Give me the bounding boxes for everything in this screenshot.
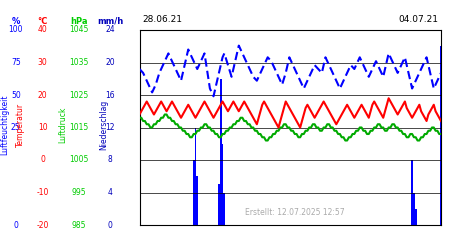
Text: -10: -10 (36, 188, 49, 197)
Text: 1045: 1045 (69, 26, 89, 35)
Text: Erstellt: 12.07.2025 12:57: Erstellt: 12.07.2025 12:57 (245, 208, 345, 217)
Text: 100: 100 (9, 26, 23, 35)
Text: 1015: 1015 (69, 123, 88, 132)
Bar (224, 192, 225, 225)
Text: 20: 20 (105, 58, 115, 67)
Bar (440, 46, 442, 225)
Text: 995: 995 (72, 188, 86, 197)
Text: Niederschlag: Niederschlag (99, 100, 108, 150)
Text: Luftfeuchtigkeit: Luftfeuchtigkeit (0, 95, 9, 155)
Bar (196, 176, 198, 225)
Text: Temperatur: Temperatur (16, 103, 25, 147)
Text: 0: 0 (40, 156, 45, 164)
Text: 0: 0 (14, 220, 18, 230)
Bar (222, 144, 224, 225)
Text: 20: 20 (38, 90, 48, 100)
Text: Luftdruck: Luftdruck (58, 107, 68, 143)
Bar (220, 79, 222, 225)
Text: 04.07.21: 04.07.21 (398, 15, 438, 24)
Text: hPa: hPa (70, 17, 87, 26)
Text: 1005: 1005 (69, 156, 89, 164)
Text: 24: 24 (105, 26, 115, 35)
Text: 25: 25 (11, 123, 21, 132)
Text: 1025: 1025 (69, 90, 88, 100)
Text: 1035: 1035 (69, 58, 89, 67)
Bar (411, 160, 413, 225)
Text: 0: 0 (108, 220, 112, 230)
Text: 12: 12 (105, 123, 115, 132)
Bar (194, 128, 196, 225)
Text: 50: 50 (11, 90, 21, 100)
Text: 8: 8 (108, 156, 112, 164)
Text: 75: 75 (11, 58, 21, 67)
Text: °C: °C (37, 17, 48, 26)
Text: 16: 16 (105, 90, 115, 100)
Text: -20: -20 (36, 220, 49, 230)
Bar (415, 209, 417, 225)
Text: %: % (12, 17, 20, 26)
Bar (193, 160, 194, 225)
Text: mm/h: mm/h (97, 17, 123, 26)
Bar (218, 184, 220, 225)
Bar (413, 192, 415, 225)
Text: 30: 30 (38, 58, 48, 67)
Text: 4: 4 (108, 188, 112, 197)
Text: 10: 10 (38, 123, 48, 132)
Text: 40: 40 (38, 26, 48, 35)
Text: 985: 985 (72, 220, 86, 230)
Text: 28.06.21: 28.06.21 (143, 15, 183, 24)
